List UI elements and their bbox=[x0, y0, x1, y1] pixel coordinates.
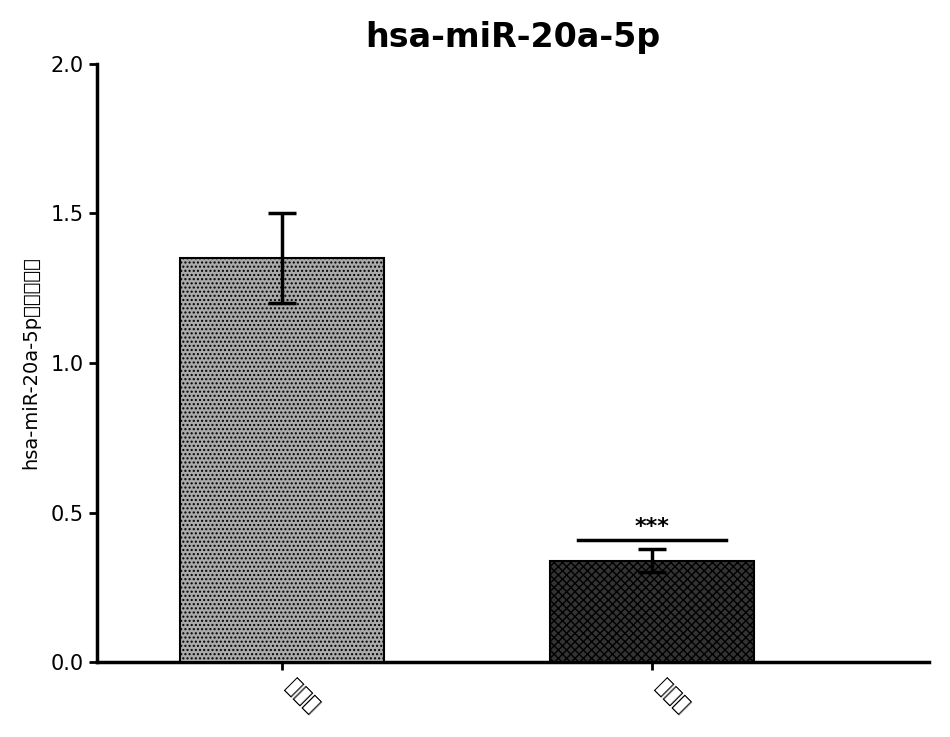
Title: hsa-miR-20a-5p: hsa-miR-20a-5p bbox=[366, 21, 661, 54]
Bar bbox=[550, 561, 753, 663]
Bar bbox=[180, 258, 384, 663]
Y-axis label: hsa-miR-20a-5p相对表达量: hsa-miR-20a-5p相对表达量 bbox=[21, 256, 40, 469]
Text: ***: *** bbox=[635, 517, 670, 537]
